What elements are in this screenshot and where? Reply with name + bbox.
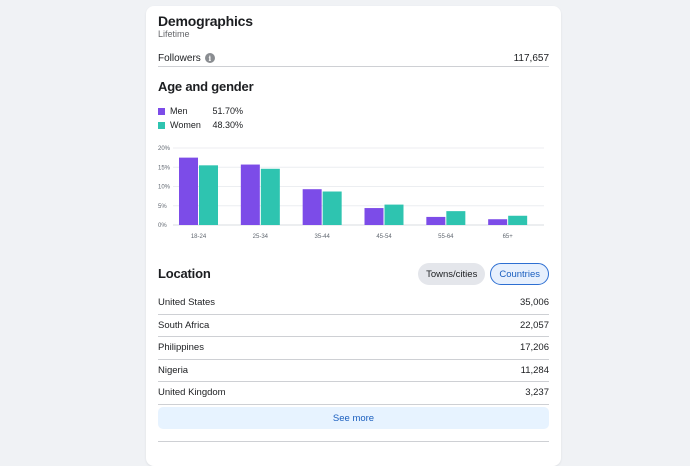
towns-cities-button[interactable]: Towns/cities bbox=[418, 263, 486, 285]
x-tick-label: 45-54 bbox=[376, 234, 392, 240]
bar-women[interactable] bbox=[384, 204, 404, 225]
bar-men[interactable] bbox=[240, 164, 260, 225]
location-name: Nigeria bbox=[158, 364, 189, 376]
location-toggle: Towns/cities Countries bbox=[418, 263, 549, 285]
y-tick-label: 10% bbox=[158, 185, 171, 191]
location-value: 3,237 bbox=[525, 387, 549, 399]
location-name: Philippines bbox=[158, 342, 204, 354]
demographics-card: Demographics Lifetime Followers i 117,65… bbox=[146, 6, 561, 466]
location-row: Philippines 17,206 bbox=[158, 337, 549, 360]
bar-men[interactable] bbox=[364, 208, 384, 225]
legend-value: 51.70% bbox=[212, 106, 243, 116]
y-tick-label: 0% bbox=[158, 223, 167, 229]
location-value: 11,284 bbox=[520, 364, 549, 376]
bar-men[interactable] bbox=[302, 189, 322, 225]
legend-item-men: Men 51.70% bbox=[158, 104, 549, 118]
location-row: Nigeria 11,284 bbox=[158, 360, 549, 382]
x-tick-label: 55-64 bbox=[438, 234, 454, 240]
info-icon[interactable]: i bbox=[204, 53, 215, 63]
y-tick-label: 15% bbox=[158, 165, 171, 171]
location-value: 22,057 bbox=[519, 319, 549, 331]
legend-label: Men bbox=[170, 106, 188, 116]
location-list: United States 35,006 South Africa 22,057… bbox=[158, 292, 549, 405]
followers-row: Followers i 117,657 bbox=[158, 50, 549, 67]
bar-men[interactable] bbox=[426, 216, 446, 225]
age-gender-title: Age and gender bbox=[158, 79, 254, 94]
see-more-button[interactable]: See more bbox=[158, 407, 549, 429]
card-subtitle: Lifetime bbox=[158, 29, 190, 39]
chart-legend: Men 51.70% Women 48.30% bbox=[158, 104, 549, 132]
bar-men[interactable] bbox=[179, 157, 198, 225]
bar-women[interactable] bbox=[446, 211, 466, 225]
location-row: United States 35,006 bbox=[158, 292, 549, 315]
followers-label: Followers bbox=[158, 52, 201, 64]
x-tick-label: 25-34 bbox=[253, 234, 269, 240]
x-tick-label: 35-44 bbox=[314, 234, 330, 240]
legend-item-women: Women 48.30% bbox=[158, 118, 549, 132]
bar-women[interactable] bbox=[199, 165, 218, 225]
y-tick-label: 20% bbox=[158, 146, 171, 152]
location-name: United Kingdom bbox=[158, 387, 226, 399]
location-title: Location bbox=[158, 266, 211, 281]
legend-value: 48.30% bbox=[212, 120, 243, 130]
followers-label-group: Followers i bbox=[158, 53, 215, 64]
bar-women[interactable] bbox=[322, 191, 342, 225]
location-row: South Africa 22,057 bbox=[158, 315, 549, 337]
countries-button[interactable]: Countries bbox=[490, 263, 549, 285]
y-tick-label: 5% bbox=[158, 204, 167, 210]
bar-men[interactable] bbox=[488, 219, 508, 225]
bar-women[interactable] bbox=[508, 215, 528, 225]
location-value: 35,006 bbox=[519, 297, 549, 309]
bar-women[interactable] bbox=[260, 168, 280, 225]
legend-swatch-women bbox=[158, 121, 165, 129]
location-row: United Kingdom 3,237 bbox=[158, 382, 549, 405]
x-tick-label: 18-24 bbox=[191, 234, 207, 240]
card-title: Demographics bbox=[158, 13, 253, 29]
bottom-divider bbox=[158, 441, 549, 442]
legend-swatch-men bbox=[158, 107, 165, 115]
age-gender-chart: 0% 5% 10% 15% 20% 18-24 25-34 35-44 45-54 55-64 65… bbox=[158, 146, 544, 240]
followers-count: 117,657 bbox=[513, 52, 549, 64]
location-name: United States bbox=[158, 297, 216, 309]
x-tick-label: 65+ bbox=[503, 234, 514, 240]
location-name: South Africa bbox=[158, 319, 210, 331]
legend-label: Women bbox=[170, 120, 201, 130]
location-value: 17,206 bbox=[519, 342, 549, 354]
